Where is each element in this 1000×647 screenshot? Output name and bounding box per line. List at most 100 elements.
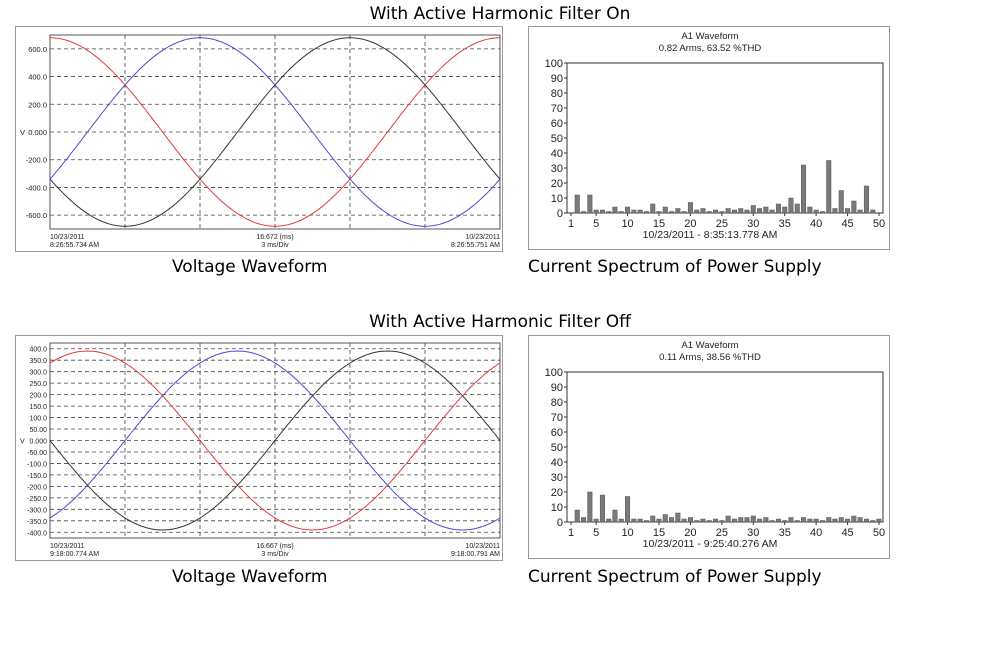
y-tick-label: -350.0 [27, 519, 47, 526]
x-tick-label: 15 [653, 218, 665, 230]
harmonic-bar [687, 202, 693, 214]
harmonic-bar [669, 517, 675, 523]
x-tick-label: 25 [716, 527, 728, 539]
harmonic-bar [725, 208, 731, 214]
harmonic-bar [863, 518, 869, 523]
y-tick-label: 80 [551, 397, 563, 409]
harmonic-bar [719, 211, 725, 214]
spectrum-title: A1 Waveform [681, 31, 738, 42]
footer-start-date: 10/23/2011 [50, 234, 85, 241]
spectrum-subtitle: 0.11 Arms, 38.56 %THD [659, 352, 761, 363]
y-tick-label: 250.0 [29, 381, 47, 388]
harmonic-bar [700, 208, 706, 214]
y-tick-label: 40 [551, 148, 563, 160]
y-tick-label: -600.0 [26, 211, 47, 220]
x-tick-label: 35 [779, 218, 791, 230]
y-tick-label: 70 [551, 103, 563, 115]
y-tick-label: 90 [551, 382, 563, 394]
y-tick-label: -300.0 [27, 507, 47, 514]
footer-duration: 16.672 (ms) [256, 234, 293, 241]
y-tick-label: 70 [551, 412, 563, 424]
harmonic-bar [782, 520, 788, 523]
section-title-filter-on: With Active Harmonic Filter On [369, 4, 631, 24]
harmonic-bar [643, 211, 649, 214]
harmonic-bar [750, 515, 756, 523]
x-tick-label: 15 [653, 527, 665, 539]
x-tick-label: 5 [593, 527, 599, 539]
harmonic-bar [599, 209, 605, 214]
y-tick-label: 150.0 [29, 404, 47, 411]
harmonic-bar [675, 512, 681, 523]
section-title-filter-off: With Active Harmonic Filter Off [369, 312, 631, 332]
waveform-line-phase-a [49, 350, 501, 531]
harmonic-bar [750, 205, 756, 214]
harmonic-bar [794, 203, 800, 214]
harmonic-bar [851, 515, 857, 523]
y-tick-label: -200.0 [26, 156, 47, 165]
x-tick-label: 45 [841, 527, 853, 539]
y-tick-label: 90 [551, 73, 563, 85]
harmonic-bar [625, 496, 631, 523]
footer-end-time: 8:26:55.751 AM [451, 242, 500, 249]
x-tick-label: 45 [841, 218, 853, 230]
harmonic-bar [587, 194, 593, 214]
harmonic-bar [637, 209, 643, 214]
spectrum-caption-off: Current Spectrum of Power Supply [528, 567, 822, 587]
spectrum-timestamp: 10/23/2011 - 9:25:40.276 AM [643, 538, 778, 550]
y-tick-label: 10 [551, 193, 563, 205]
footer-start-date: 10/23/2011 [50, 543, 85, 550]
harmonic-bar [763, 517, 769, 523]
footer-time-per-div: 3 ms/Div [261, 551, 289, 558]
harmonic-bar [788, 197, 794, 214]
y-tick-label: 40 [551, 457, 563, 469]
harmonic-bar [838, 190, 844, 214]
harmonic-bar [757, 518, 763, 523]
x-tick-label: 30 [747, 527, 759, 539]
harmonic-bar [618, 518, 624, 523]
harmonic-bar [738, 208, 744, 214]
y-tick-label: 30 [551, 163, 563, 175]
harmonic-bar [587, 491, 593, 523]
y-tick-label: 400.0 [28, 73, 47, 82]
y-tick-label: 60 [551, 427, 563, 439]
y-tick-label: -150.0 [27, 473, 47, 480]
y-tick-label: 0 [557, 517, 563, 529]
y-tick-label: 80 [551, 88, 563, 100]
spectrum-title: A1 Waveform [681, 340, 738, 351]
harmonic-bar [744, 209, 750, 214]
harmonic-bar [662, 514, 668, 523]
harmonic-bar [581, 517, 587, 523]
x-tick-label: 1 [568, 218, 574, 230]
harmonic-bar [731, 209, 737, 214]
y-tick-label: 350.0 [29, 358, 47, 365]
voltage-caption-on: Voltage Waveform [172, 257, 328, 277]
x-tick-label: 25 [716, 218, 728, 230]
harmonic-bar [782, 206, 788, 214]
harmonic-bar [643, 520, 649, 523]
voltage-caption-off: Voltage Waveform [172, 567, 328, 587]
harmonic-bar [832, 208, 838, 214]
harmonic-bar [832, 518, 838, 523]
y-tick-label: 200.0 [29, 393, 47, 400]
voltage-waveform-panel-on: 600.0 400.0 200.0 0.000 -200.0 -400.0 -600.0 V 1… [15, 26, 503, 252]
harmonic-bar [813, 518, 819, 523]
harmonic-bar [650, 515, 656, 523]
y-tick-label: 0 [557, 208, 563, 220]
x-tick-label: 30 [747, 218, 759, 230]
harmonic-bar [612, 206, 618, 214]
y-tick-label: 100 [545, 367, 563, 379]
harmonic-bar [606, 518, 612, 523]
harmonic-bar [851, 200, 857, 214]
plot-area [566, 371, 884, 523]
harmonic-bar [687, 517, 693, 523]
harmonic-bar [826, 517, 832, 523]
harmonic-bar [581, 211, 587, 214]
y-tick-label: 400.0 [29, 347, 47, 354]
y-tick-label: 50 [551, 133, 563, 145]
harmonic-bar [713, 518, 719, 523]
current-spectrum-panel-on: A1 Waveform 0.82 Arms, 63.52 %THD 0 10 20 30 4… [528, 26, 890, 250]
harmonic-bar [725, 515, 731, 523]
y-tick-label: -400.0 [27, 530, 47, 537]
